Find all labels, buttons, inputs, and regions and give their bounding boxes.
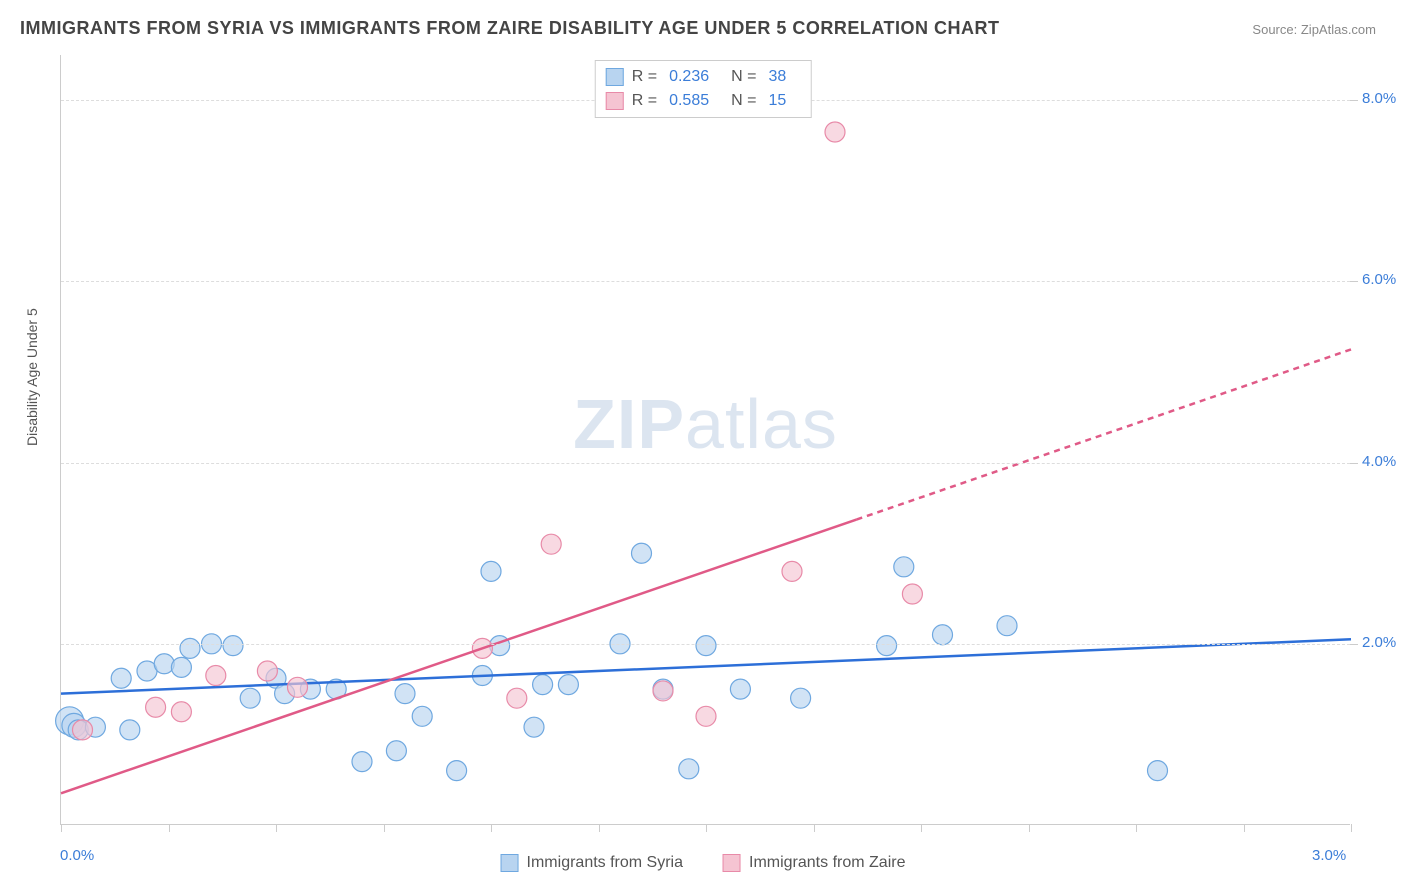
data-point [180,638,200,658]
legend-swatch [723,854,741,872]
legend-label: Immigrants from Zaire [749,854,905,872]
data-point [146,697,166,717]
legend-swatch [606,92,624,110]
data-point [1148,761,1168,781]
legend-item: Immigrants from Zaire [723,854,905,872]
data-point [877,636,897,656]
data-point [533,675,553,695]
data-point [154,654,174,674]
data-point [558,675,578,695]
correlation-legend: R = 0.236 N = 38 R = 0.585 N = 15 [595,60,812,118]
x-tick-label: 0.0% [60,847,94,864]
n-label: N = [731,89,756,113]
x-tick-mark [706,824,707,832]
y-tick-label: 6.0% [1362,271,1396,288]
data-point [933,625,953,645]
data-point [696,636,716,656]
n-label: N = [731,65,756,89]
data-point [653,681,673,701]
series-legend: Immigrants from Syria Immigrants from Zai… [501,854,906,872]
data-point [257,661,277,681]
data-point [171,702,191,722]
data-point [902,584,922,604]
correlation-row: R = 0.585 N = 15 [606,89,801,113]
x-tick-mark [1136,824,1137,832]
legend-label: Immigrants from Syria [527,854,683,872]
x-tick-mark [276,824,277,832]
x-tick-mark [61,824,62,832]
chart-container: IMMIGRANTS FROM SYRIA VS IMMIGRANTS FROM… [0,0,1406,892]
data-point [825,122,845,142]
y-tick-mark [1350,644,1358,645]
data-point [171,657,191,677]
source-label: Source: [1252,22,1297,37]
data-point [507,688,527,708]
correlation-row: R = 0.236 N = 38 [606,65,801,89]
data-point [111,668,131,688]
data-point [481,561,501,581]
y-tick-label: 4.0% [1362,453,1396,470]
trend-line [61,520,857,794]
data-point [541,534,561,554]
x-tick-label: 3.0% [1312,847,1346,864]
data-point [288,677,308,697]
gridline [61,281,1350,282]
plot-area: ZIPatlas [60,55,1350,825]
data-point [73,720,93,740]
data-point [782,561,802,581]
r-label: R = [632,65,657,89]
data-point [352,752,372,772]
source-value: ZipAtlas.com [1301,22,1376,37]
data-point [223,636,243,656]
data-point [791,688,811,708]
y-axis-label: Disability Age Under 5 [24,308,40,446]
data-point [206,666,226,686]
x-tick-mark [384,824,385,832]
r-value: 0.585 [669,89,709,113]
data-point [696,706,716,726]
data-point [632,543,652,563]
gridline [61,463,1350,464]
data-point [997,616,1017,636]
y-tick-mark [1350,100,1358,101]
gridline [61,644,1350,645]
data-point [395,684,415,704]
data-point [120,720,140,740]
r-value: 0.236 [669,65,709,89]
source-credit: Source: ZipAtlas.com [1252,22,1376,37]
x-tick-mark [921,824,922,832]
y-tick-label: 8.0% [1362,90,1396,107]
x-tick-mark [1244,824,1245,832]
x-tick-mark [599,824,600,832]
data-point [524,717,544,737]
data-point [894,557,914,577]
n-value: 38 [768,65,786,89]
legend-swatch [606,68,624,86]
data-point [679,759,699,779]
chart-title: IMMIGRANTS FROM SYRIA VS IMMIGRANTS FROM… [20,18,1000,39]
data-point [730,679,750,699]
legend-item: Immigrants from Syria [501,854,683,872]
chart-svg [61,55,1350,824]
y-tick-mark [1350,463,1358,464]
r-label: R = [632,89,657,113]
y-tick-mark [1350,281,1358,282]
data-point [386,741,406,761]
n-value: 15 [768,89,786,113]
x-tick-mark [1351,824,1352,832]
x-tick-mark [814,824,815,832]
x-tick-mark [491,824,492,832]
trend-line-dashed [857,349,1352,519]
data-point [412,706,432,726]
y-tick-label: 2.0% [1362,634,1396,651]
data-point [447,761,467,781]
legend-swatch [501,854,519,872]
x-tick-mark [169,824,170,832]
data-point [240,688,260,708]
x-tick-mark [1029,824,1030,832]
